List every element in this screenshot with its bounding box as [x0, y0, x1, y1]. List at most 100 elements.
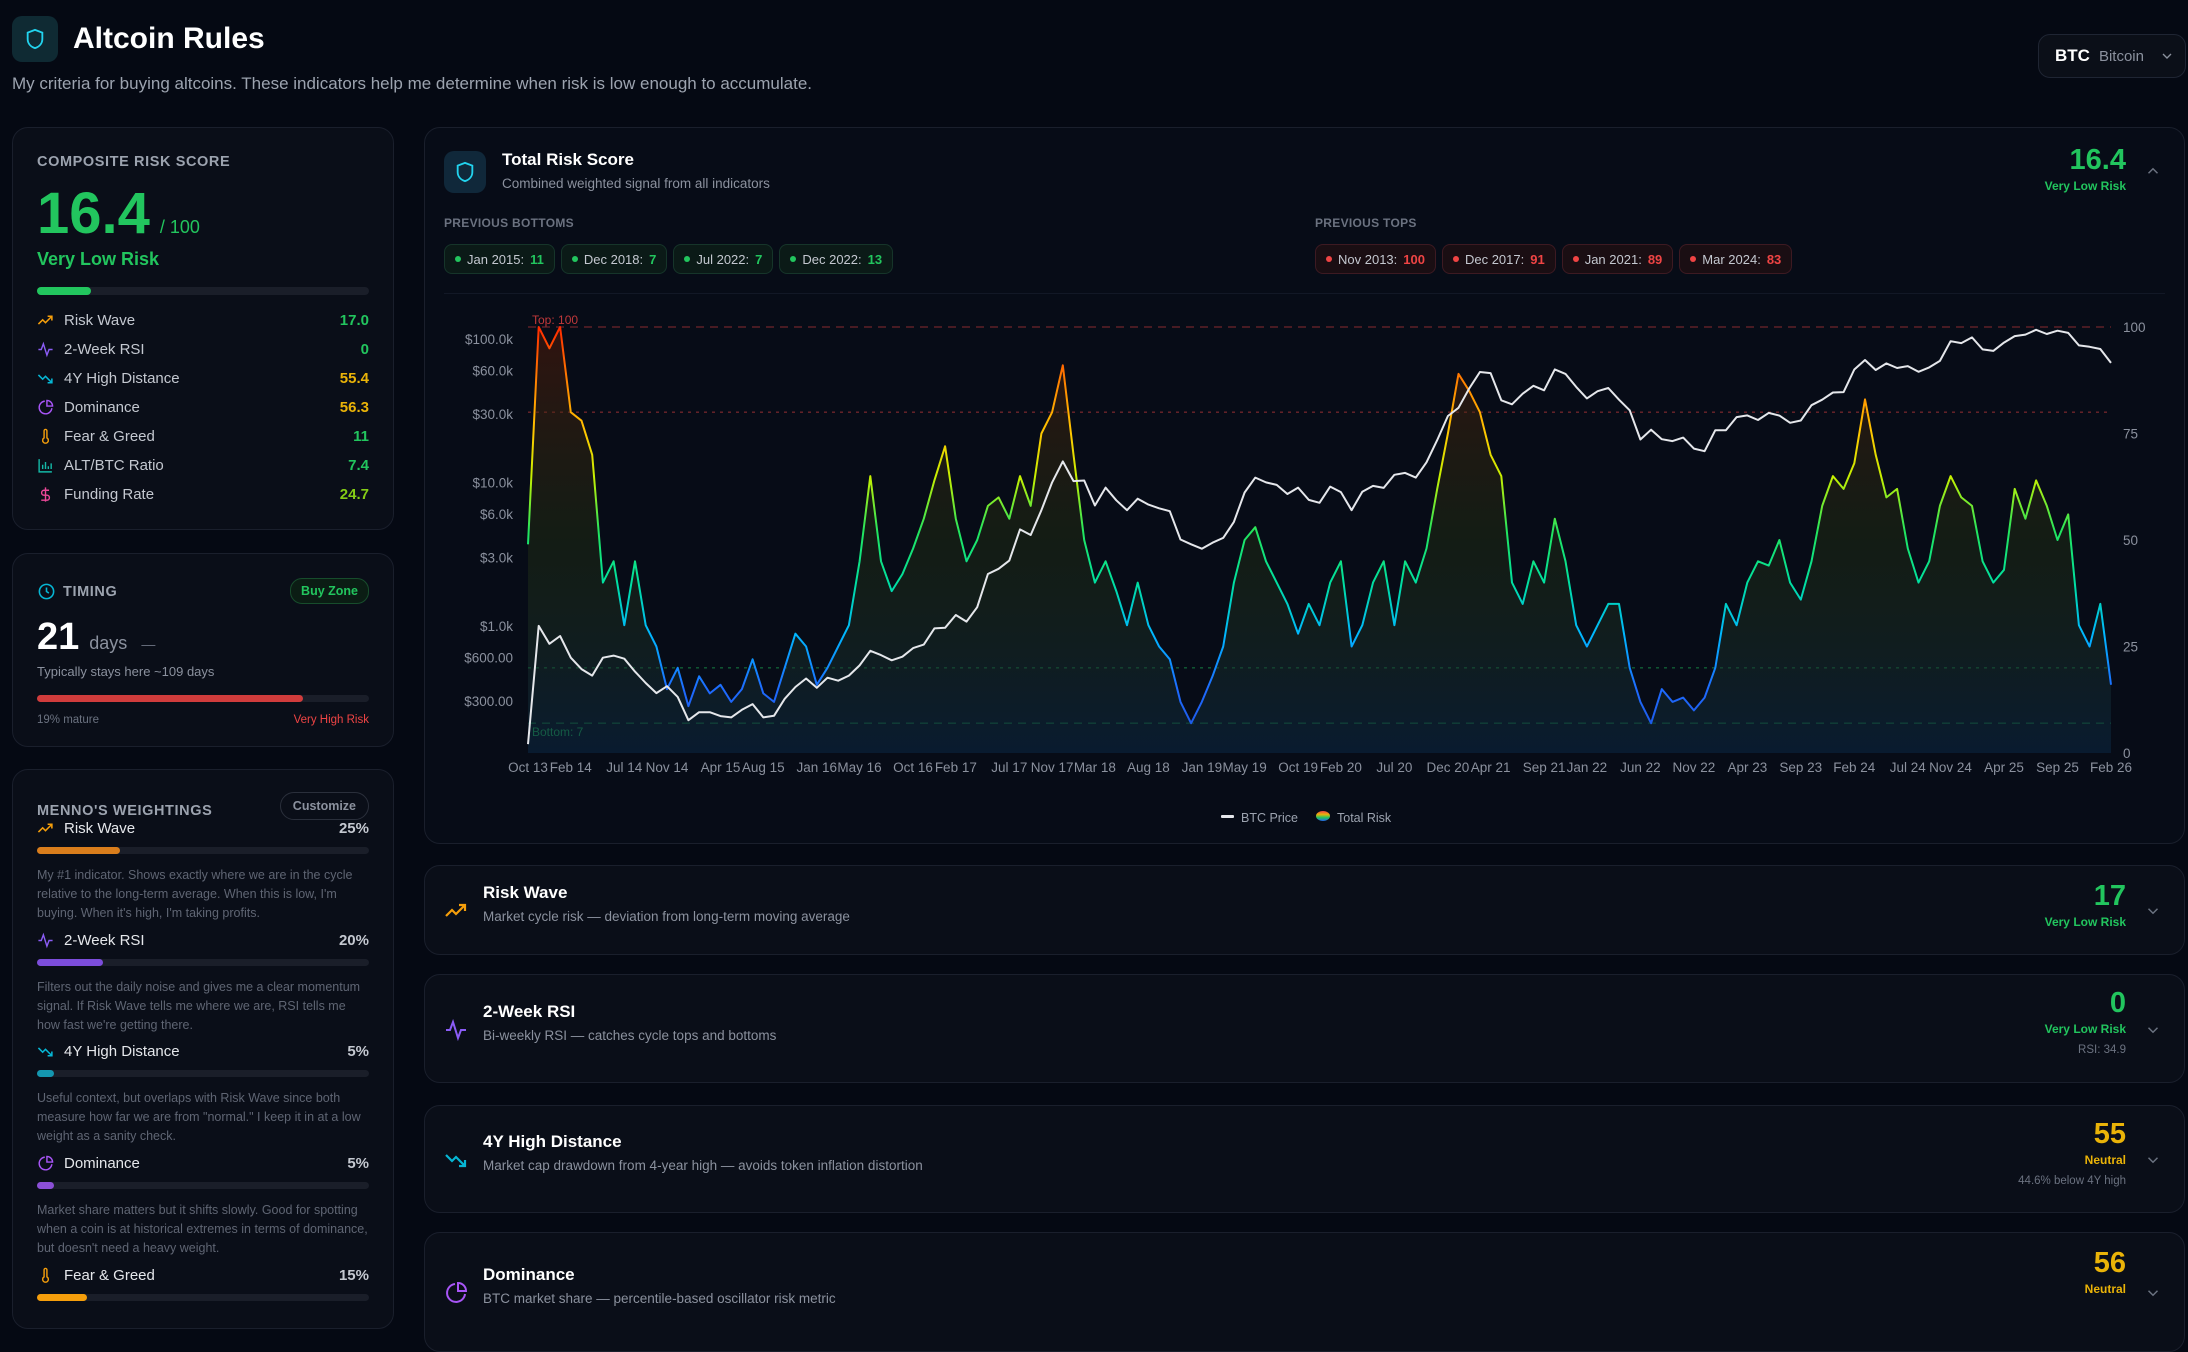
weighting-slider[interactable] [37, 1182, 369, 1189]
total-risk-title: Total Risk Score [502, 150, 634, 170]
weighting-slider[interactable] [37, 847, 369, 854]
coin-symbol: BTC [2055, 46, 2090, 66]
weighting-slider[interactable] [37, 959, 369, 966]
indicator-sub: 44.6% below 4Y high [2018, 1175, 2126, 1187]
indicator-value: 0 [2045, 989, 2126, 1018]
total-risk-rating: Very Low Risk [2045, 179, 2126, 193]
weighting-desc: Market share matters but it shifts slowl… [37, 1201, 369, 1258]
x-tick: Oct 13 [508, 760, 548, 775]
composite-progress-bar [37, 287, 369, 295]
y-left-tick: $6.0k [480, 507, 513, 522]
weighting-pct: 15% [339, 1267, 369, 1284]
risk-chart: Top: 100Bottom: 7$100.0k$60.0k$30.0k$10.… [425, 298, 2186, 838]
weighting-pct: 25% [339, 820, 369, 837]
timing-risk: Very High Risk [294, 714, 369, 726]
x-tick: Nov 24 [1929, 760, 1972, 775]
weighting-fill [37, 1182, 54, 1189]
indicator-title: 4Y High Distance [483, 1132, 923, 1152]
chevron-down-icon[interactable] [2144, 1284, 2162, 1302]
page-title: Altcoin Rules [73, 22, 265, 56]
x-tick: Nov 14 [646, 760, 689, 775]
composite-item-name: Risk Wave [64, 312, 135, 329]
thermometer-icon [37, 428, 54, 445]
composite-item-value: 11 [353, 428, 369, 445]
timing-label: TIMING [63, 584, 117, 600]
chevron-down-icon[interactable] [2144, 1151, 2162, 1169]
trending-up-icon [444, 899, 468, 923]
composite-item-value: 24.7 [340, 486, 369, 503]
x-tick: Jul 20 [1376, 760, 1412, 775]
composite-item-name: Dominance [64, 399, 140, 416]
indicator-value: 56 [2085, 1249, 2126, 1278]
indicator-desc: Market cycle risk — deviation from long-… [483, 909, 850, 924]
indicator-rating: Very Low Risk [2045, 1022, 2126, 1036]
indicator-title: Dominance [483, 1265, 836, 1285]
tops-pill: Nov 2013:100 [1315, 244, 1436, 274]
timing-typical: Typically stays here ~109 days [37, 664, 214, 679]
weighting-slider[interactable] [37, 1070, 369, 1077]
tops-pill: Mar 2024: 83 [1679, 244, 1792, 274]
shield-icon [24, 28, 46, 50]
activity-icon [444, 1018, 468, 1042]
weighting-fill [37, 1070, 54, 1077]
dot-icon [684, 256, 690, 262]
pill-value: 11 [530, 252, 544, 267]
x-tick: Feb 17 [935, 760, 977, 775]
y-left-tick: $100.0k [465, 332, 513, 347]
y-right-tick: 100 [2123, 320, 2146, 335]
x-tick: Sep 25 [2036, 760, 2079, 775]
indicator-card[interactable]: 4Y High Distance Market cap drawdown from… [424, 1105, 2185, 1213]
weighting-desc: My #1 indicator. Shows exactly where we … [37, 866, 369, 923]
chevron-down-icon[interactable] [2144, 902, 2162, 920]
dot-icon [1573, 256, 1579, 262]
timing-days-unit: days [89, 633, 127, 654]
y-right-tick: 25 [2123, 640, 2138, 655]
customize-button[interactable]: Customize [280, 792, 369, 820]
x-tick: Aug 18 [1127, 760, 1170, 775]
divider [444, 293, 2165, 294]
dot-icon [1326, 256, 1332, 262]
pill-value: 7 [755, 252, 762, 267]
y-right-tick: 50 [2123, 533, 2138, 548]
trending-down-icon [444, 1148, 468, 1172]
dot-icon [1453, 256, 1459, 262]
composite-item-name: 4Y High Distance [64, 370, 180, 387]
composite-rating: Very Low Risk [37, 249, 159, 270]
previous-tops-label: PREVIOUS TOPS [1315, 216, 1417, 230]
composite-score: 16.4 [37, 180, 150, 247]
pill-date: Mar 2024: [1702, 252, 1761, 267]
dollar-icon [37, 486, 54, 503]
page-subtitle: My criteria for buying altcoins. These i… [12, 74, 812, 94]
x-tick: Mar 18 [1074, 760, 1116, 775]
x-tick: Sep 23 [1779, 760, 1822, 775]
x-tick: Nov 22 [1672, 760, 1715, 775]
indicator-desc: Market cap drawdown from 4-year high — a… [483, 1158, 923, 1173]
chevron-down-icon[interactable] [2144, 1021, 2162, 1039]
timing-progress-bar [37, 695, 369, 702]
pill-value: 83 [1767, 252, 1781, 267]
x-tick: Jan 22 [1567, 760, 1608, 775]
legend-btc-price: BTC Price [1241, 811, 1298, 825]
composite-item-name: 2-Week RSI [64, 341, 145, 358]
pill-value: 7 [649, 252, 656, 267]
pill-date: Dec 2022: [802, 252, 861, 267]
timing-trend: — [141, 636, 155, 652]
chevron-up-icon[interactable] [2144, 162, 2162, 180]
weighting-slider[interactable] [37, 1294, 369, 1301]
composite-progress-fill [37, 287, 91, 295]
activity-icon [37, 341, 54, 358]
total-risk-icon-box [444, 151, 486, 193]
composite-item-value: 0 [361, 341, 369, 358]
composite-item-value: 17.0 [340, 312, 369, 329]
coin-selector[interactable]: BTC Bitcoin [2038, 34, 2186, 78]
y-left-tick: $30.0k [472, 407, 513, 422]
x-tick: Oct 19 [1278, 760, 1318, 775]
trending-up-icon [37, 820, 54, 837]
